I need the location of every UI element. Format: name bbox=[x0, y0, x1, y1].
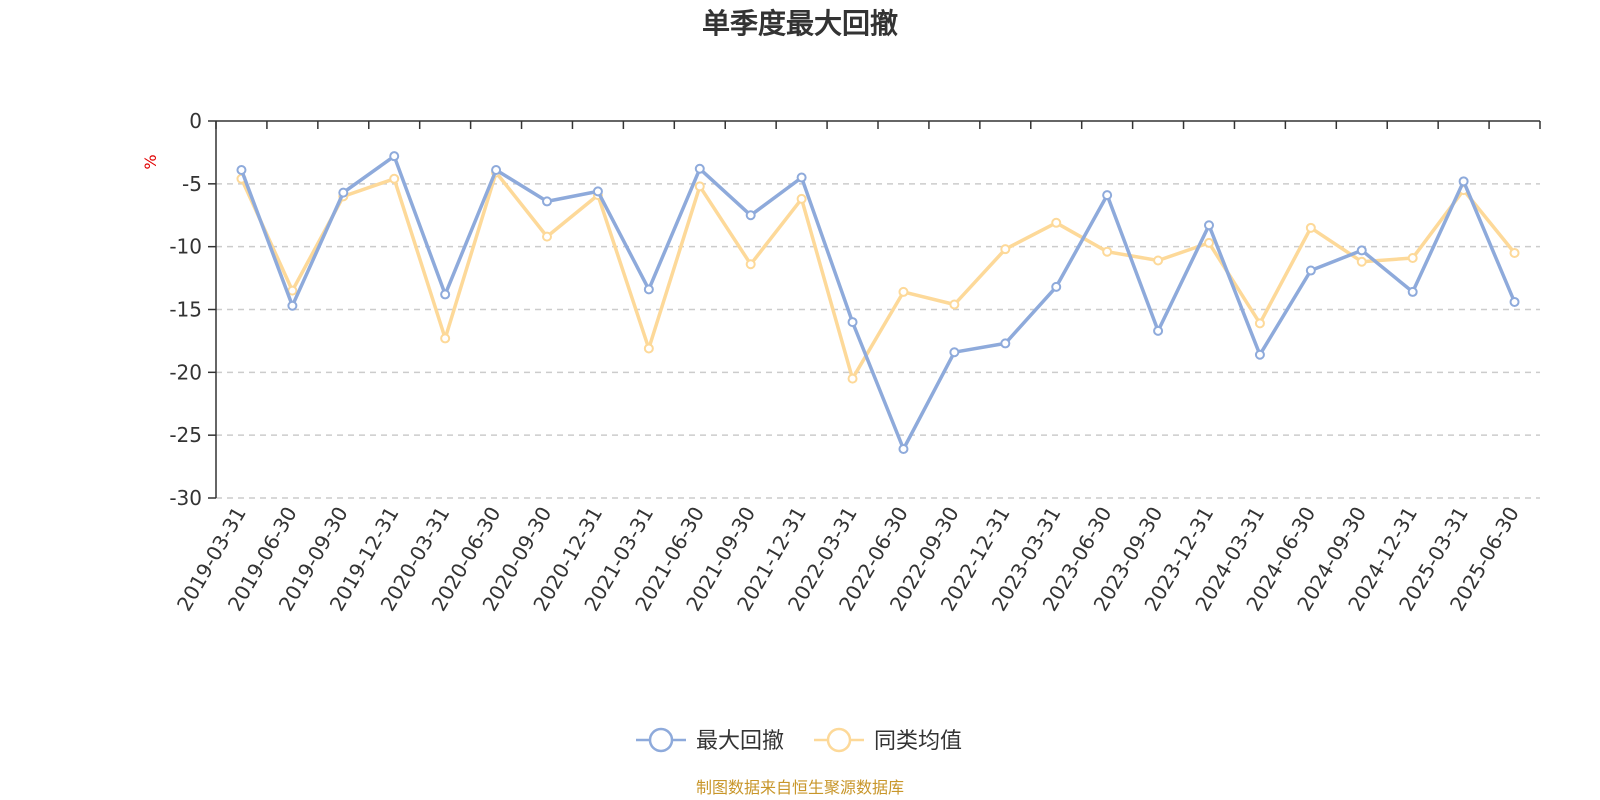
series-0-point-24 bbox=[1458, 176, 1469, 187]
chart-title: 单季度最大回撤 bbox=[702, 7, 898, 40]
series-0-point-3 bbox=[389, 151, 400, 162]
series-0-point-1 bbox=[287, 300, 298, 311]
legend-label-max-drawdown: 最大回撤 bbox=[696, 729, 784, 754]
series-0-point-0 bbox=[236, 165, 247, 176]
series-1-point-9 bbox=[694, 181, 705, 192]
y-tick-label-1: -5 bbox=[182, 172, 202, 196]
series-0-point-14 bbox=[949, 347, 960, 358]
series-0-point-11 bbox=[796, 172, 807, 183]
series-1-point-23 bbox=[1407, 252, 1418, 263]
series-1 bbox=[236, 167, 1520, 384]
series-1-point-3 bbox=[389, 173, 400, 184]
y-tick-label-0: 0 bbox=[189, 109, 202, 133]
series-0-point-10 bbox=[745, 210, 756, 221]
series-lines bbox=[236, 151, 1520, 454]
series-1-point-12 bbox=[847, 373, 858, 384]
series-line-0 bbox=[239, 154, 1517, 451]
data-source-note: 制图数据来自恒生聚源数据库 bbox=[696, 778, 904, 797]
series-0-point-8 bbox=[643, 284, 654, 295]
series-1-point-25 bbox=[1509, 247, 1520, 258]
y-tick-label-5: -25 bbox=[169, 423, 202, 447]
series-1-point-20 bbox=[1254, 318, 1265, 329]
series-1-point-10 bbox=[745, 259, 756, 270]
series-1-point-4 bbox=[440, 333, 451, 344]
series-1-point-16 bbox=[1051, 217, 1062, 228]
series-0-point-19 bbox=[1204, 220, 1214, 231]
series-0-point-15 bbox=[1000, 338, 1011, 349]
legend[interactable]: 最大回撤 同类均值 bbox=[636, 727, 962, 754]
series-1-point-14 bbox=[949, 299, 960, 310]
y-tick-label-3: -15 bbox=[169, 298, 202, 322]
series-0-point-6 bbox=[542, 196, 552, 207]
series-1-point-18 bbox=[1153, 255, 1164, 266]
series-0 bbox=[236, 151, 1520, 454]
legend-item-category-average[interactable]: 同类均值 bbox=[814, 727, 962, 754]
series-0-point-7 bbox=[592, 186, 603, 197]
y-tick-label-4: -20 bbox=[169, 360, 202, 384]
series-0-point-18 bbox=[1153, 325, 1164, 336]
y-axis-unit: % bbox=[141, 154, 160, 169]
series-0-point-5 bbox=[491, 165, 502, 176]
series-line-1 bbox=[239, 170, 1516, 381]
series-0-point-25 bbox=[1509, 296, 1520, 307]
series-0-point-20 bbox=[1254, 349, 1265, 360]
grid-lines bbox=[216, 183, 1540, 499]
series-1-point-11 bbox=[796, 193, 807, 204]
series-0-point-4 bbox=[440, 289, 451, 300]
y-tick-label-2: -10 bbox=[169, 235, 202, 259]
series-1-point-19 bbox=[1204, 237, 1214, 248]
series-0-point-9 bbox=[694, 163, 705, 174]
series-0-point-2 bbox=[338, 187, 349, 198]
series-0-point-13 bbox=[898, 443, 909, 454]
series-1-point-21 bbox=[1305, 222, 1316, 233]
series-1-point-13 bbox=[898, 286, 909, 297]
series-0-point-16 bbox=[1051, 281, 1062, 292]
series-0-point-12 bbox=[847, 317, 858, 328]
series-0-point-17 bbox=[1102, 190, 1113, 201]
series-1-point-17 bbox=[1102, 246, 1113, 257]
series-0-point-23 bbox=[1407, 286, 1418, 297]
series-1-point-15 bbox=[1000, 244, 1011, 255]
y-tick-label-6: -30 bbox=[169, 486, 202, 510]
series-0-point-21 bbox=[1305, 265, 1316, 276]
series-1-point-6 bbox=[542, 231, 552, 242]
legend-item-max-drawdown[interactable]: 最大回撤 bbox=[636, 727, 784, 754]
legend-label-category-average: 同类均值 bbox=[874, 729, 962, 754]
series-1-point-22 bbox=[1356, 256, 1367, 267]
series-1-point-8 bbox=[643, 343, 654, 354]
series-0-point-22 bbox=[1356, 245, 1367, 256]
